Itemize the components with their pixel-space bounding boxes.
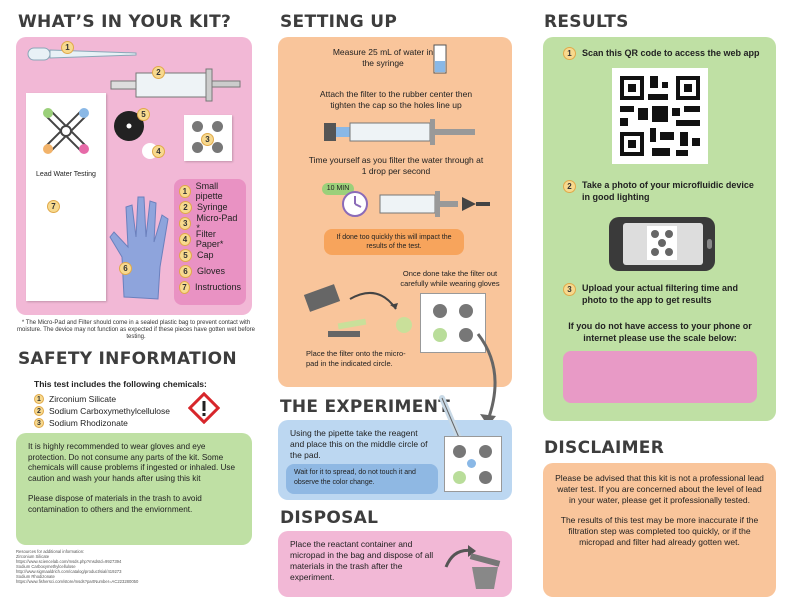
trash-can-icon bbox=[444, 545, 501, 589]
disposal-heading: DISPOSAL bbox=[280, 508, 379, 528]
experiment-heading: THE EXPERIMENT bbox=[280, 397, 451, 417]
resource-link[interactable]: http://www.sigmaaldrich.com/catalog/prod… bbox=[16, 569, 122, 574]
color-scale bbox=[563, 351, 757, 403]
safety-warning-text: It is highly recommended to wear gloves … bbox=[28, 442, 236, 483]
dropper-icon bbox=[439, 395, 463, 443]
setup-panel: Measure 25 mL of water in the syringe At… bbox=[278, 37, 512, 387]
list-item: 3 Sodium Rhodizonate bbox=[34, 417, 170, 429]
setup-step-1: Measure 25 mL of water in the syringe bbox=[332, 47, 434, 68]
resource-line: Sodium Carboxymethylcellulose bbox=[16, 564, 76, 569]
micropad-reagent-icon bbox=[444, 436, 502, 492]
resource-link[interactable]: https://www.fishersci.com/store/msds?par… bbox=[16, 579, 139, 584]
phone-icon bbox=[609, 217, 715, 271]
card-label: Lead Water Testing bbox=[36, 171, 96, 178]
safety-warning-panel: It is highly recommended to wear gloves … bbox=[16, 433, 252, 545]
setup-step-5: Place the filter onto the micro-pad in t… bbox=[306, 349, 406, 368]
kit-panel: Lead Water Testing 1 2 3 4 5 6 7 1 Small … bbox=[16, 37, 252, 315]
disclaimer-p2: The results of this test may be more ina… bbox=[560, 515, 759, 547]
results-step-1: 1 Scan this QR code to access the web app bbox=[563, 47, 773, 60]
qr-code[interactable] bbox=[612, 68, 708, 164]
chemical-list: 1 Zirconium Silicate 2 Sodium Carboxymethy… bbox=[34, 393, 170, 429]
kit-footnote: * The Micro-Pad and Filter should come i… bbox=[16, 320, 256, 340]
list-item: 2 Sodium Carboxymethylcellulose bbox=[34, 405, 170, 417]
resource-line: Zirconium Silicate bbox=[16, 554, 50, 559]
callout-3: 3 bbox=[201, 133, 214, 146]
results-panel: 1 Scan this QR code to access the web app… bbox=[543, 37, 776, 421]
instruction-card: Lead Water Testing bbox=[26, 93, 106, 301]
clock-icon bbox=[342, 191, 368, 217]
disposal-panel: Place the reactant container and micropa… bbox=[278, 531, 512, 597]
micropad-cross-icon bbox=[43, 108, 89, 154]
cap-icon bbox=[114, 111, 144, 141]
setup-step-2: Attach the filter to the rubber center t… bbox=[319, 89, 473, 110]
disclaimer-p1: Please be advised that this kit is not a… bbox=[555, 473, 764, 505]
list-item: 4 Filter Paper* bbox=[179, 229, 241, 249]
callout-2: 2 bbox=[152, 66, 165, 79]
syringe-icon bbox=[110, 68, 241, 102]
list-item: 3 Micro-Pad * bbox=[179, 213, 241, 233]
resource-link[interactable]: https://www.sciencelab.com/msds.php?msds… bbox=[16, 559, 122, 564]
timer-badge: 10 MIN bbox=[322, 183, 354, 195]
experiment-panel: Using the pipette take the reagent and p… bbox=[278, 395, 512, 500]
resource-line: Sodium Rhodizonate bbox=[16, 574, 55, 579]
syringe-drip-icon bbox=[379, 191, 490, 217]
hazard-warning-icon bbox=[188, 392, 220, 424]
kit-heading: WHAT’S IN YOUR KIT? bbox=[18, 12, 232, 32]
results-step-3: 3 Upload your actual filtering time and p… bbox=[563, 283, 763, 306]
list-item: 1 Small pipette bbox=[179, 181, 241, 201]
list-item: 1 Zirconium Silicate bbox=[34, 393, 170, 405]
list-item: 6 Gloves bbox=[179, 263, 241, 279]
setup-step-4: Once done take the filter out carefully … bbox=[400, 269, 500, 288]
setup-step-3: Time yourself as you filter the water th… bbox=[308, 155, 484, 176]
results-step-2: 2 Take a photo of your microfluidic devic… bbox=[563, 180, 763, 203]
list-item: 5 Cap bbox=[179, 247, 241, 263]
setup-heading: SETTING UP bbox=[280, 12, 398, 32]
disclaimer-heading: DISCLAIMER bbox=[544, 438, 665, 458]
micropad-placement-icon bbox=[420, 293, 486, 353]
disclaimer-panel: Please be advised that this kit is not a… bbox=[543, 463, 776, 597]
callout-5: 5 bbox=[137, 108, 150, 121]
list-item: 7 Instructions bbox=[179, 279, 241, 295]
results-heading: RESULTS bbox=[544, 12, 629, 32]
kit-item-list: 1 Small pipette 2 Syringe 3 Micro-Pad * 4 Fi… bbox=[174, 179, 246, 305]
safety-dispose-text: Please dispose of materials in the trash… bbox=[28, 494, 202, 514]
gloves-icon bbox=[109, 196, 169, 300]
list-item: 2 Syringe bbox=[179, 199, 241, 215]
callout-6: 6 bbox=[119, 262, 132, 275]
resources-list: Resources for additional information: Zi… bbox=[16, 549, 252, 584]
callout-4: 4 bbox=[152, 145, 165, 158]
syringe-filter-icon bbox=[324, 119, 475, 145]
safety-heading: SAFETY INFORMATION bbox=[18, 349, 237, 369]
disposal-text: Place the reactant container and micropa… bbox=[290, 539, 434, 582]
experiment-note: Wait for it to spread, do not touch it a… bbox=[286, 464, 438, 494]
resources-title: Resources for additional information: bbox=[16, 549, 85, 554]
experiment-text: Using the pipette take the reagent and p… bbox=[290, 428, 428, 460]
callout-1: 1 bbox=[61, 41, 74, 54]
measuring-syringe-icon bbox=[433, 44, 447, 74]
filter-removal-icon bbox=[303, 284, 412, 337]
results-fallback: If you do not have access to your phone … bbox=[568, 321, 752, 343]
callout-7: 7 bbox=[47, 200, 60, 213]
setup-warning: If done too quickly this will impact the… bbox=[324, 229, 464, 255]
safety-intro: This test includes the following chemica… bbox=[34, 379, 207, 389]
